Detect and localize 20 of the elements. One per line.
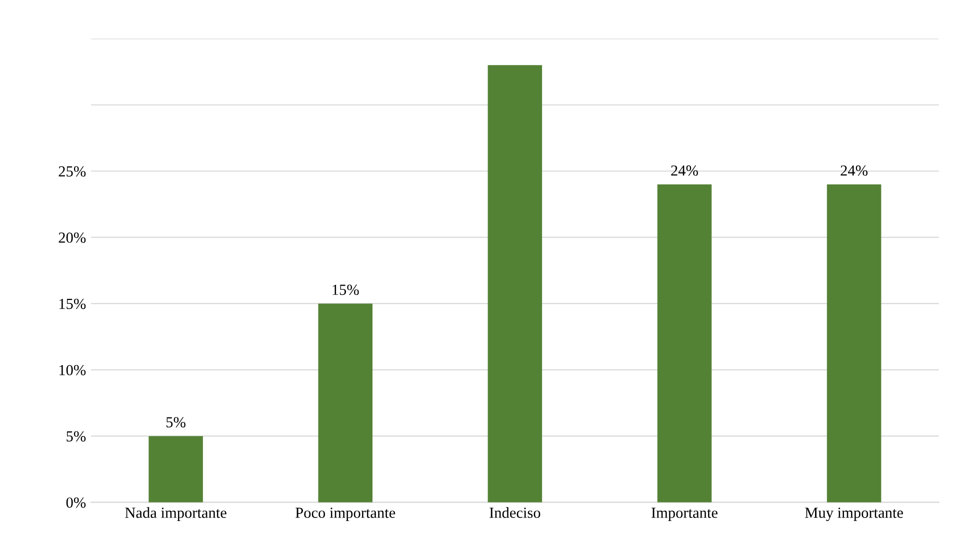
data-label: 15% [332,284,359,295]
data-label: 24% [840,165,868,176]
bar [488,65,542,502]
bar [657,184,712,502]
bar [826,184,882,502]
x-tick-label: Nada importante [125,507,226,522]
x-tick-label: Indeciso [490,507,540,518]
data-label: 5% [166,417,186,428]
y-tick-label: 15% [59,298,86,310]
y-tick-label: 0% [66,497,86,508]
bar [148,436,203,502]
y-tick-label: 25% [58,166,86,177]
y-tick-label: 20% [58,232,86,243]
x-tick-label: Poco importante [296,508,396,522]
x-tick-label: Importante [652,508,718,522]
data-label: 24% [671,165,698,176]
x-tick-label: Muy importante [805,508,903,522]
y-tick-label: 5% [66,431,86,442]
bar [318,304,372,502]
y-tick-label: 10% [59,364,86,376]
